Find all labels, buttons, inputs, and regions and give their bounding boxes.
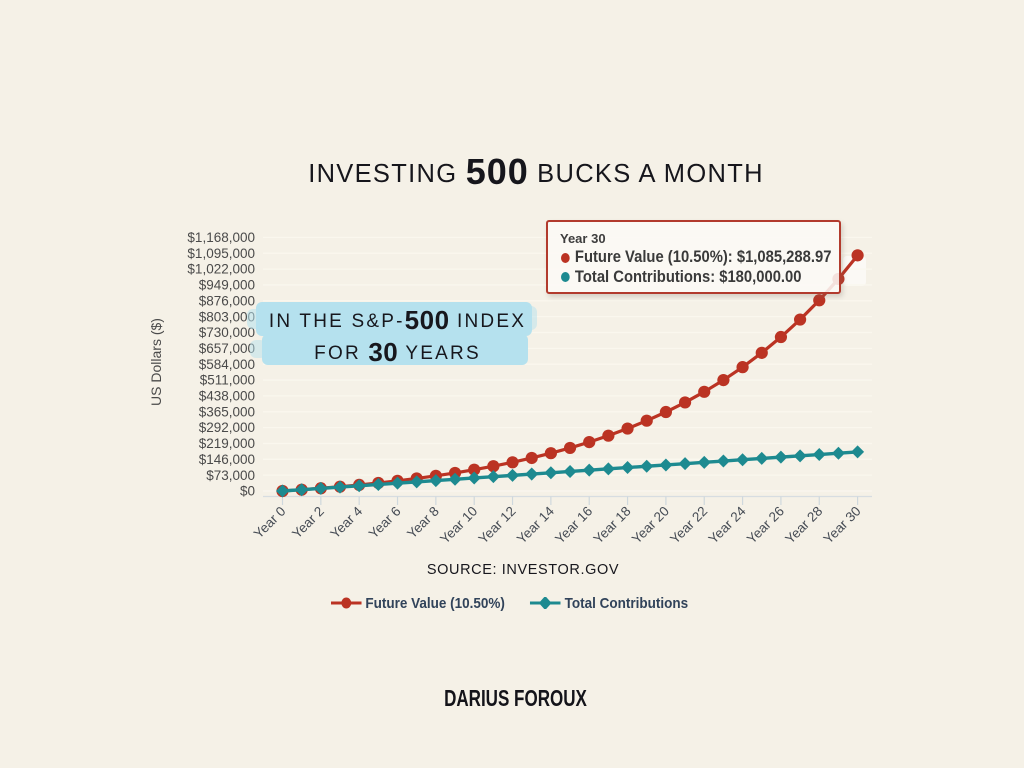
svg-text:Year 18: Year 18 (591, 504, 634, 547)
svg-text:Year 24: Year 24 (706, 503, 750, 547)
svg-text:$0: $0 (240, 484, 255, 499)
svg-text:$292,000: $292,000 (199, 420, 255, 435)
svg-text:Year 6: Year 6 (366, 504, 404, 542)
svg-text:Year 14: Year 14 (514, 503, 558, 547)
svg-text:Year 20: Year 20 (629, 504, 672, 547)
svg-text:US Dollars ($): US Dollars ($) (148, 318, 164, 406)
svg-text:$146,000: $146,000 (199, 452, 255, 467)
svg-text:Year 4: Year 4 (327, 503, 365, 541)
svg-text:$438,000: $438,000 (199, 389, 255, 404)
svg-text:$949,000: $949,000 (199, 278, 255, 293)
svg-text:$73,000: $73,000 (206, 468, 255, 483)
svg-text:Year 12: Year 12 (475, 504, 518, 547)
svg-text:$584,000: $584,000 (199, 357, 255, 372)
svg-text:$876,000: $876,000 (199, 293, 255, 308)
svg-text:$803,000: $803,000 (199, 309, 255, 324)
svg-text:$511,000: $511,000 (200, 373, 255, 388)
svg-text:Year 26: Year 26 (744, 504, 787, 547)
svg-text:$657,000: $657,000 (199, 341, 255, 356)
svg-text:$1,168,000: $1,168,000 (187, 230, 255, 245)
svg-text:$730,000: $730,000 (199, 325, 255, 340)
svg-text:Year 10: Year 10 (437, 504, 480, 547)
svg-text:Year 2: Year 2 (289, 504, 327, 542)
svg-text:Year 0: Year 0 (251, 504, 289, 542)
svg-text:Year 28: Year 28 (782, 504, 825, 547)
svg-text:$1,095,000: $1,095,000 (187, 246, 255, 261)
svg-text:$365,000: $365,000 (199, 404, 255, 419)
svg-text:Year 16: Year 16 (552, 504, 595, 547)
svg-text:Year 30: Year 30 (821, 504, 864, 547)
svg-text:$219,000: $219,000 (199, 436, 255, 451)
svg-text:$1,022,000: $1,022,000 (187, 262, 255, 277)
svg-text:Year 22: Year 22 (667, 504, 710, 547)
